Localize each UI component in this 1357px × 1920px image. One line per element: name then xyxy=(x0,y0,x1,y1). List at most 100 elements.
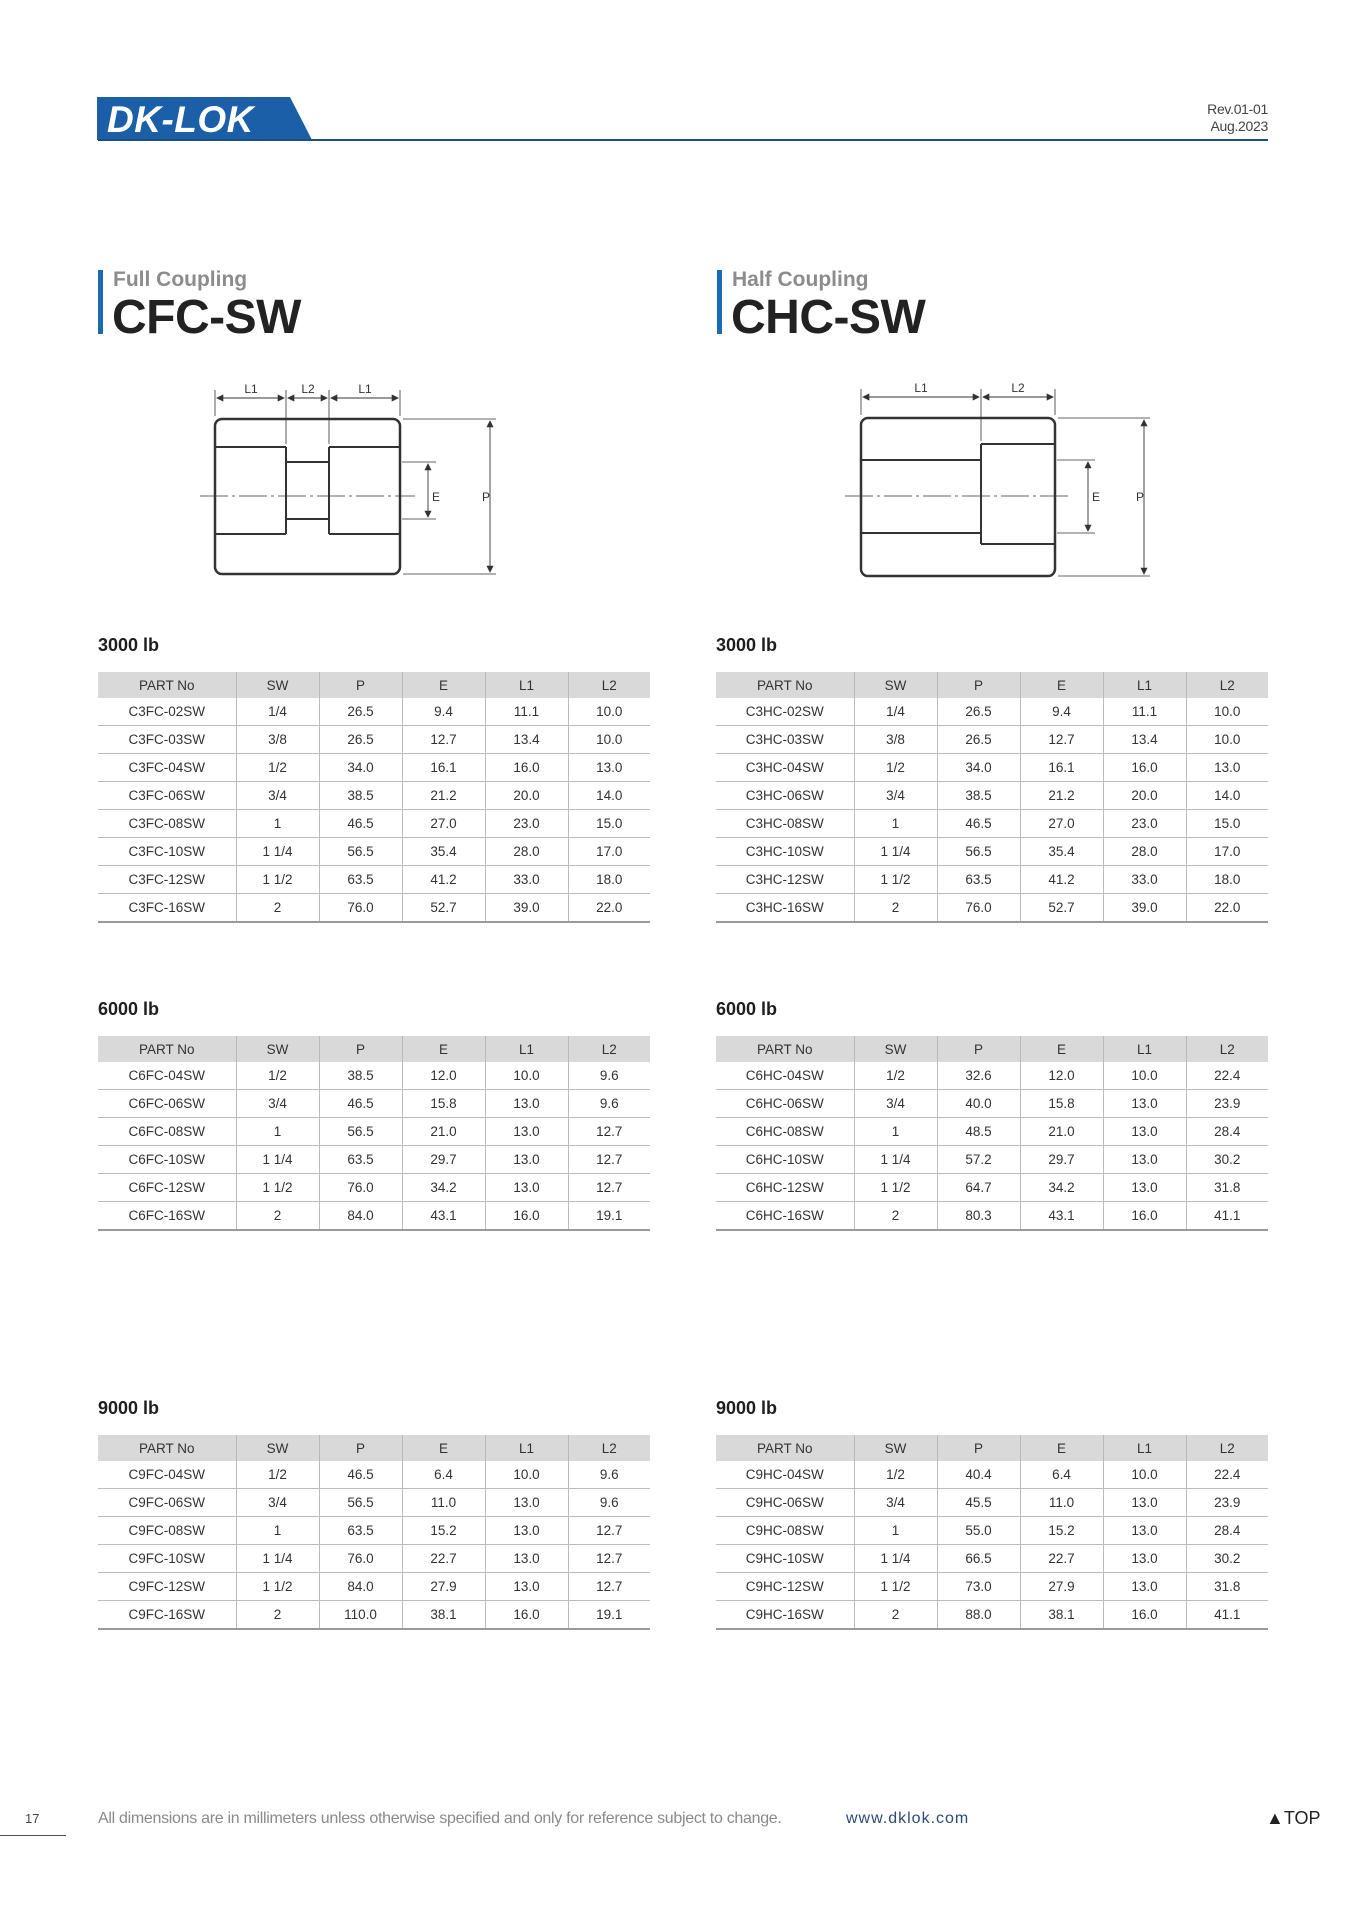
table-cell: 1 xyxy=(235,1516,319,1545)
section-subtitle: Full Coupling xyxy=(113,268,248,291)
back-to-top-link[interactable]: ▲TOP xyxy=(1266,1808,1321,1829)
website-link[interactable]: www.dklok.com xyxy=(846,1810,970,1827)
table-cell: 26.5 xyxy=(318,698,402,726)
table-cell: 38.5 xyxy=(318,1062,402,1090)
table-cell: C6FC-16SW xyxy=(98,1201,236,1231)
table-cell: 84.0 xyxy=(318,1201,402,1231)
column-header: L2 xyxy=(1185,672,1268,698)
table-cell: 38.1 xyxy=(401,1600,485,1630)
table-cell: 13.4 xyxy=(484,725,568,754)
table-cell: C6FC-06SW xyxy=(98,1089,236,1118)
table-cell: 56.5 xyxy=(318,1117,402,1146)
column-header: P xyxy=(936,672,1020,698)
table-cell: C9HC-06SW xyxy=(716,1488,854,1517)
table-cell: 16.0 xyxy=(1102,753,1186,782)
column-header: SW xyxy=(853,672,937,698)
section-title: CFC-SW xyxy=(112,291,301,344)
table-cell: 1 1/2 xyxy=(235,865,319,894)
revision-date: Aug.2023 xyxy=(1210,118,1268,134)
table-cell: 1 xyxy=(853,1516,937,1545)
table-cell: 12.7 xyxy=(401,725,485,754)
table-cell: 76.0 xyxy=(318,1544,402,1573)
table-cell: 3/8 xyxy=(853,725,937,754)
table-cell: C6HC-04SW xyxy=(716,1062,854,1090)
table-cell: 15.2 xyxy=(401,1516,485,1545)
table-cell: 80.3 xyxy=(936,1201,1020,1231)
dim-label-e: E xyxy=(432,490,440,504)
table-cell: 41.2 xyxy=(401,865,485,894)
table-cell: C3FC-16SW xyxy=(98,893,236,923)
table-header-row: PART No SW P E L1 L2 xyxy=(716,1036,1268,1062)
table-cell: 1 1/4 xyxy=(853,1544,937,1573)
grade-label: 6000 lb xyxy=(716,999,778,1019)
table-cell: 16.0 xyxy=(1102,1600,1186,1630)
table-cell: 20.0 xyxy=(1102,781,1186,810)
table-row: C3HC-08SW 1 46.5 27.0 23.0 15.0 xyxy=(716,809,1268,838)
table-row: C6HC-10SW 1 1/4 57.2 29.7 13.0 30.2 xyxy=(716,1145,1268,1174)
logo-text: DK-LOK xyxy=(107,99,256,140)
table-cell: 16.0 xyxy=(1102,1201,1186,1231)
table-cell: 28.4 xyxy=(1185,1516,1268,1545)
footer-disclaimer: All dimensions are in millimeters unless… xyxy=(98,1810,782,1827)
column-header: P xyxy=(318,672,402,698)
header-rule xyxy=(98,139,1268,141)
table-cell: 23.0 xyxy=(484,809,568,838)
table-cell: 63.5 xyxy=(318,865,402,894)
table-cell: 1/2 xyxy=(853,753,937,782)
table-cell: 18.0 xyxy=(1185,865,1268,894)
table-cell: 35.4 xyxy=(401,837,485,866)
table-cell: 13.0 xyxy=(484,1516,568,1545)
dim-label-l1: L1 xyxy=(358,382,372,396)
spec-table-cfc-9000: PART No SW P E L1 L2 C9FC-04SW 1/2 46.5 6.4 10.0 9.… xyxy=(98,1435,650,1630)
table-cell: 21.0 xyxy=(401,1117,485,1146)
table-cell: 1 1/4 xyxy=(235,837,319,866)
full-coupling-drawing: L1 L2 L1 E P xyxy=(200,382,496,576)
table-cell: 27.9 xyxy=(401,1572,485,1601)
table-header-row: PART No SW P E L1 L2 xyxy=(98,1036,650,1062)
table-cell: C6HC-08SW xyxy=(716,1117,854,1146)
table-cell: 13.0 xyxy=(1102,1089,1186,1118)
table-cell: 12.7 xyxy=(567,1145,650,1174)
grade-label: 3000 lb xyxy=(716,635,778,655)
table-cell: C3HC-10SW xyxy=(716,837,854,866)
column-header: SW xyxy=(853,1036,937,1062)
table-cell: 15.0 xyxy=(1185,809,1268,838)
table-cell: C3HC-06SW xyxy=(716,781,854,810)
table-cell: 1 1/2 xyxy=(235,1173,319,1202)
table-cell: C9FC-04SW xyxy=(98,1461,236,1489)
column-header: P xyxy=(936,1435,1020,1461)
table-cell: 1/2 xyxy=(853,1461,937,1489)
table-row: C9FC-04SW 1/2 46.5 6.4 10.0 9.6 xyxy=(98,1461,650,1489)
table-cell: 13.0 xyxy=(567,753,650,782)
table-cell: 1 1/4 xyxy=(235,1544,319,1573)
table-cell: C9HC-08SW xyxy=(716,1516,854,1545)
revision-text: Rev.01-01 xyxy=(1207,101,1268,117)
table-row: C3FC-12SW 1 1/2 63.5 41.2 33.0 18.0 xyxy=(98,865,650,894)
column-header: PART No xyxy=(98,1036,236,1062)
column-header: PART No xyxy=(716,672,854,698)
table-cell: C3FC-10SW xyxy=(98,837,236,866)
spec-table-chc-9000: PART No SW P E L1 L2 C9HC-04SW 1/2 40.4 6.4 10.0 22… xyxy=(716,1435,1268,1630)
table-cell: 26.5 xyxy=(936,725,1020,754)
table-cell: 1 1/2 xyxy=(853,1173,937,1202)
table-cell: 27.9 xyxy=(1019,1572,1103,1601)
table-cell: 66.5 xyxy=(936,1544,1020,1573)
page-number: 17 xyxy=(25,1811,40,1826)
table-cell: C9HC-04SW xyxy=(716,1461,854,1489)
table-cell: C6HC-16SW xyxy=(716,1201,854,1231)
table-cell: C3FC-04SW xyxy=(98,753,236,782)
table-row: C3HC-06SW 3/4 38.5 21.2 20.0 14.0 xyxy=(716,781,1268,810)
table-cell: C6FC-04SW xyxy=(98,1062,236,1090)
table-cell: 12.7 xyxy=(567,1572,650,1601)
table-row: C3HC-12SW 1 1/2 63.5 41.2 33.0 18.0 xyxy=(716,865,1268,894)
table-cell: 2 xyxy=(235,893,319,923)
table-row: C6HC-06SW 3/4 40.0 15.8 13.0 23.9 xyxy=(716,1089,1268,1118)
table-cell: 14.0 xyxy=(567,781,650,810)
table-cell: 1/4 xyxy=(235,698,319,726)
table-row: C6FC-12SW 1 1/2 76.0 34.2 13.0 12.7 xyxy=(98,1173,650,1202)
table-cell: 63.5 xyxy=(318,1145,402,1174)
table-cell: 13.4 xyxy=(1102,725,1186,754)
table-row: C3HC-03SW 3/8 26.5 12.7 13.4 10.0 xyxy=(716,725,1268,754)
table-cell: 22.7 xyxy=(401,1544,485,1573)
table-row: C9FC-16SW 2 110.0 38.1 16.0 19.1 xyxy=(98,1600,650,1630)
